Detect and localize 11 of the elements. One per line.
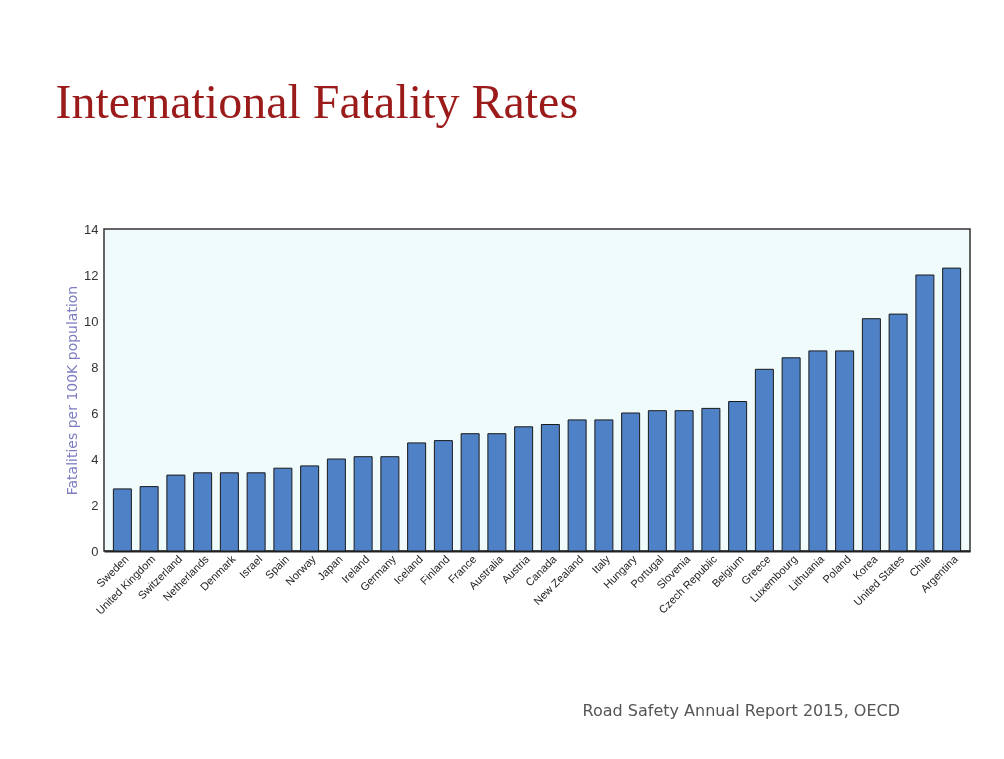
text: Road Safety Annual Report 2015, OECD bbox=[582, 701, 900, 720]
y-tick-label: 12 bbox=[84, 267, 99, 283]
y-tick-label: 14 bbox=[84, 221, 99, 237]
y-tick-label: 6 bbox=[91, 405, 99, 421]
y-tick-label: 0 bbox=[91, 543, 99, 559]
y-tick-label: 2 bbox=[91, 497, 99, 513]
chart-title: International Fatality Rates bbox=[55, 75, 579, 128]
y-axis-title: Fatalities per 100K population bbox=[64, 285, 81, 496]
y-tick-label: 8 bbox=[91, 359, 99, 375]
y-tick-label: 10 bbox=[84, 313, 99, 329]
y-tick-label: 4 bbox=[91, 451, 99, 467]
